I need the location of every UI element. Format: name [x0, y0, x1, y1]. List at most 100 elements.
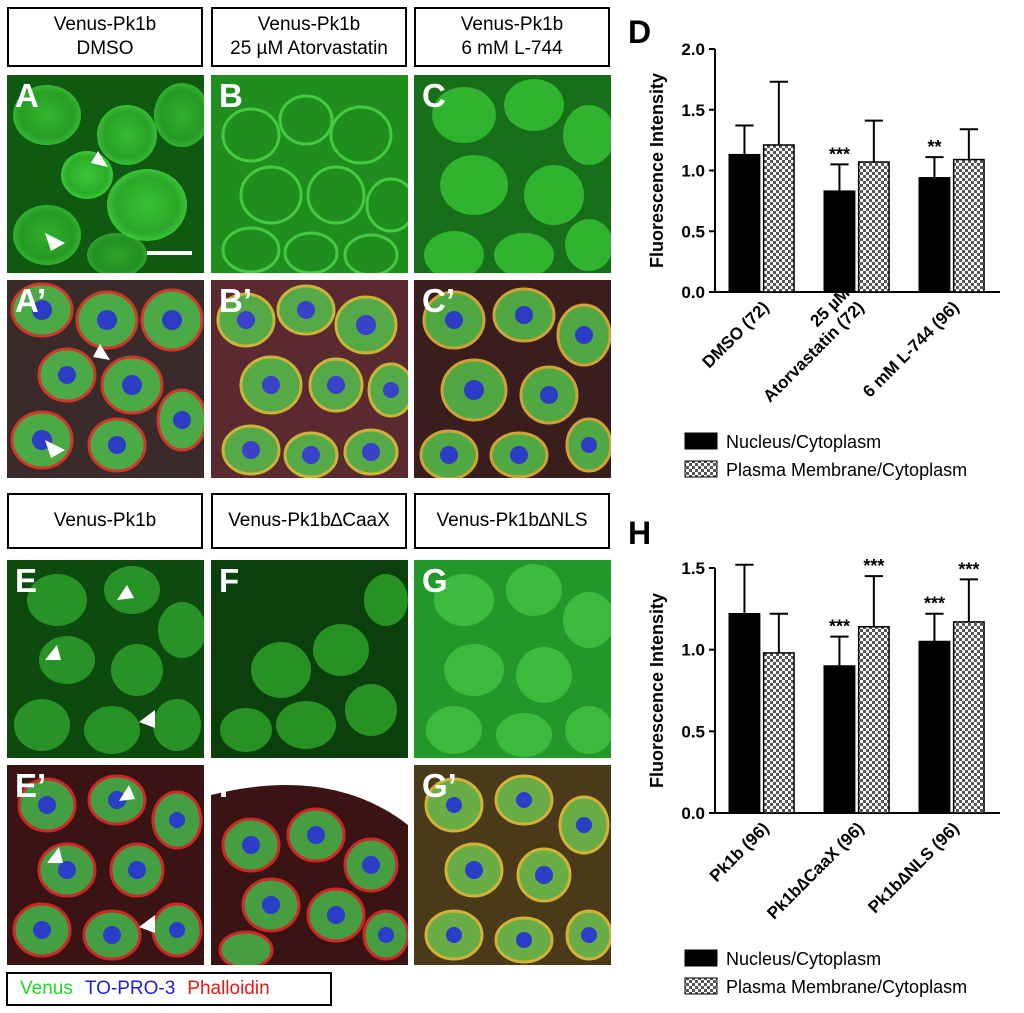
bar [857, 626, 890, 814]
y-tick-label: 0.0 [681, 283, 705, 302]
arrowhead-icon [45, 440, 65, 458]
stain-legend-topro3: TO-PRO-3 [84, 978, 176, 999]
y-tick-label: 0.0 [681, 804, 705, 823]
arrowhead-icon [45, 233, 65, 251]
panel-label-g: G [422, 562, 448, 599]
bar [762, 652, 795, 814]
micrograph-f-merge-image [211, 765, 408, 965]
y-tick-label: 1.0 [681, 641, 705, 660]
x-tick-label: DMSO (72) [698, 298, 772, 372]
x-tick-label-line: Pk1b (96) [706, 819, 773, 886]
header-line1: Venus-Pk1b [460, 14, 564, 35]
panel-label-c: C [422, 77, 446, 114]
stain-legend-phalloidin: Phalloidin [187, 978, 270, 999]
significance-label: *** [924, 594, 945, 614]
micrograph-a-merge-image [7, 280, 204, 478]
arrowhead-icon [91, 151, 108, 167]
y-tick-label: 1.5 [681, 101, 705, 120]
micrograph-g-merge: G’ [414, 765, 611, 965]
panel-label-c-prime: C’ [422, 282, 455, 319]
panel-label-a-prime: A’ [15, 282, 47, 319]
micrograph-f-image [211, 560, 408, 758]
chart-letter-d: D [628, 14, 652, 50]
micrograph-a-image [7, 75, 204, 273]
bar [762, 144, 795, 293]
y-tick-label: 0.5 [681, 722, 705, 741]
legend-label: Nucleus/Cytoplasm [726, 949, 881, 969]
panel-label-e: E [15, 562, 38, 599]
bar [728, 612, 761, 814]
arrowhead-icon [139, 710, 155, 728]
legend-swatch [684, 949, 718, 967]
arrowhead-icon [47, 847, 63, 863]
scale-bar [147, 251, 192, 255]
panel-label-f-prime: F’ [219, 767, 249, 804]
x-tick-label: Pk1b∆NLS (96) [864, 819, 962, 917]
legend-label: Nucleus/Cytoplasm [726, 432, 881, 452]
header-pk1b-dnls: Venus-Pk1b∆NLS [414, 493, 610, 549]
micrograph-a-merge: A’ [7, 280, 204, 478]
y-tick-label: 1.5 [681, 559, 705, 578]
panel-label-g-prime: G’ [422, 767, 457, 804]
micrograph-f: F [211, 560, 408, 758]
legend-swatch [684, 432, 718, 450]
arrowhead-icon [93, 344, 110, 360]
x-tick-label-line: Pk1b∆CaaX (96) [763, 819, 867, 923]
y-axis-label: Fluorescence Intensity [647, 593, 667, 788]
stain-legend: Venus TO-PRO-3 Phalloidin [6, 972, 332, 1006]
y-tick-label: 1.0 [681, 162, 705, 181]
significance-label: *** [829, 144, 850, 164]
bar [918, 640, 951, 814]
bar [952, 621, 985, 814]
y-tick-label: 0.5 [681, 222, 705, 241]
bar [823, 190, 856, 293]
micrograph-e: E [7, 560, 204, 758]
panel-label-b-prime: B’ [219, 282, 252, 319]
y-axis-label: Fluorescence Intensity [647, 73, 667, 268]
header-line1: Venus-Pk1b [53, 510, 157, 531]
micrograph-f-merge: F’ [211, 765, 408, 965]
micrograph-g: G [414, 560, 611, 758]
bar [952, 158, 985, 293]
micrograph-b-merge-image [211, 280, 408, 478]
micrograph-c-merge-image [414, 280, 611, 478]
legend-label: Plasma Membrane/Cytoplasm [726, 977, 967, 997]
chart-d: 0.0 0.5 1.0 1.5 2.0 Fluorescence Intensity DMS… [647, 40, 1000, 480]
bar [857, 161, 890, 293]
bar [918, 177, 951, 293]
significance-label: *** [829, 617, 850, 637]
header-pk1b: Venus-Pk1b [7, 493, 203, 549]
significance-label: *** [958, 559, 979, 579]
chart-letter-h: H [628, 515, 652, 551]
micrograph-b-merge: B’ [211, 280, 408, 478]
panel-label-b: B [219, 77, 243, 114]
micrograph-b: B [211, 75, 408, 273]
bar [728, 153, 761, 293]
legend-label: Plasma Membrane/Cytoplasm [726, 460, 967, 480]
arrowhead-icon [45, 645, 61, 660]
y-tick-label: 2.0 [681, 40, 705, 59]
significance-label: ** [927, 137, 941, 157]
header-atorvastatin: Venus-Pk1b 25 µM Atorvastatin [211, 7, 407, 67]
micrograph-e-merge-image [7, 765, 204, 965]
legend-swatch [684, 460, 718, 478]
x-tick-label: 6 mM L-744 (96) [859, 298, 963, 402]
micrograph-g-merge-image [414, 765, 611, 965]
header-line1: Venus-Pk1b∆CaaX [228, 510, 390, 531]
micrograph-g-image [414, 560, 611, 758]
arrowhead-icon [119, 785, 135, 801]
micrograph-b-image [211, 75, 408, 273]
significance-label: *** [863, 556, 884, 576]
stain-legend-venus: Venus [20, 978, 73, 999]
header-line2: 25 µM Atorvastatin [230, 38, 388, 59]
header-line1: Venus-Pk1b [53, 14, 157, 35]
x-tick-label-line: Pk1b∆NLS (96) [864, 819, 962, 917]
header-line1: Venus-Pk1b [257, 14, 361, 35]
header-pk1b-dcaax: Venus-Pk1b∆CaaX [211, 493, 407, 549]
x-tick-label-line: DMSO (72) [698, 298, 772, 372]
header-dmso: Venus-Pk1b DMSO [7, 7, 203, 67]
micrograph-a: A [7, 75, 204, 273]
panel-label-f: F [219, 562, 240, 599]
chart-h: 0.0 0.5 1.0 1.5 Fluorescence Intensity Pk1b (… [647, 556, 1000, 997]
